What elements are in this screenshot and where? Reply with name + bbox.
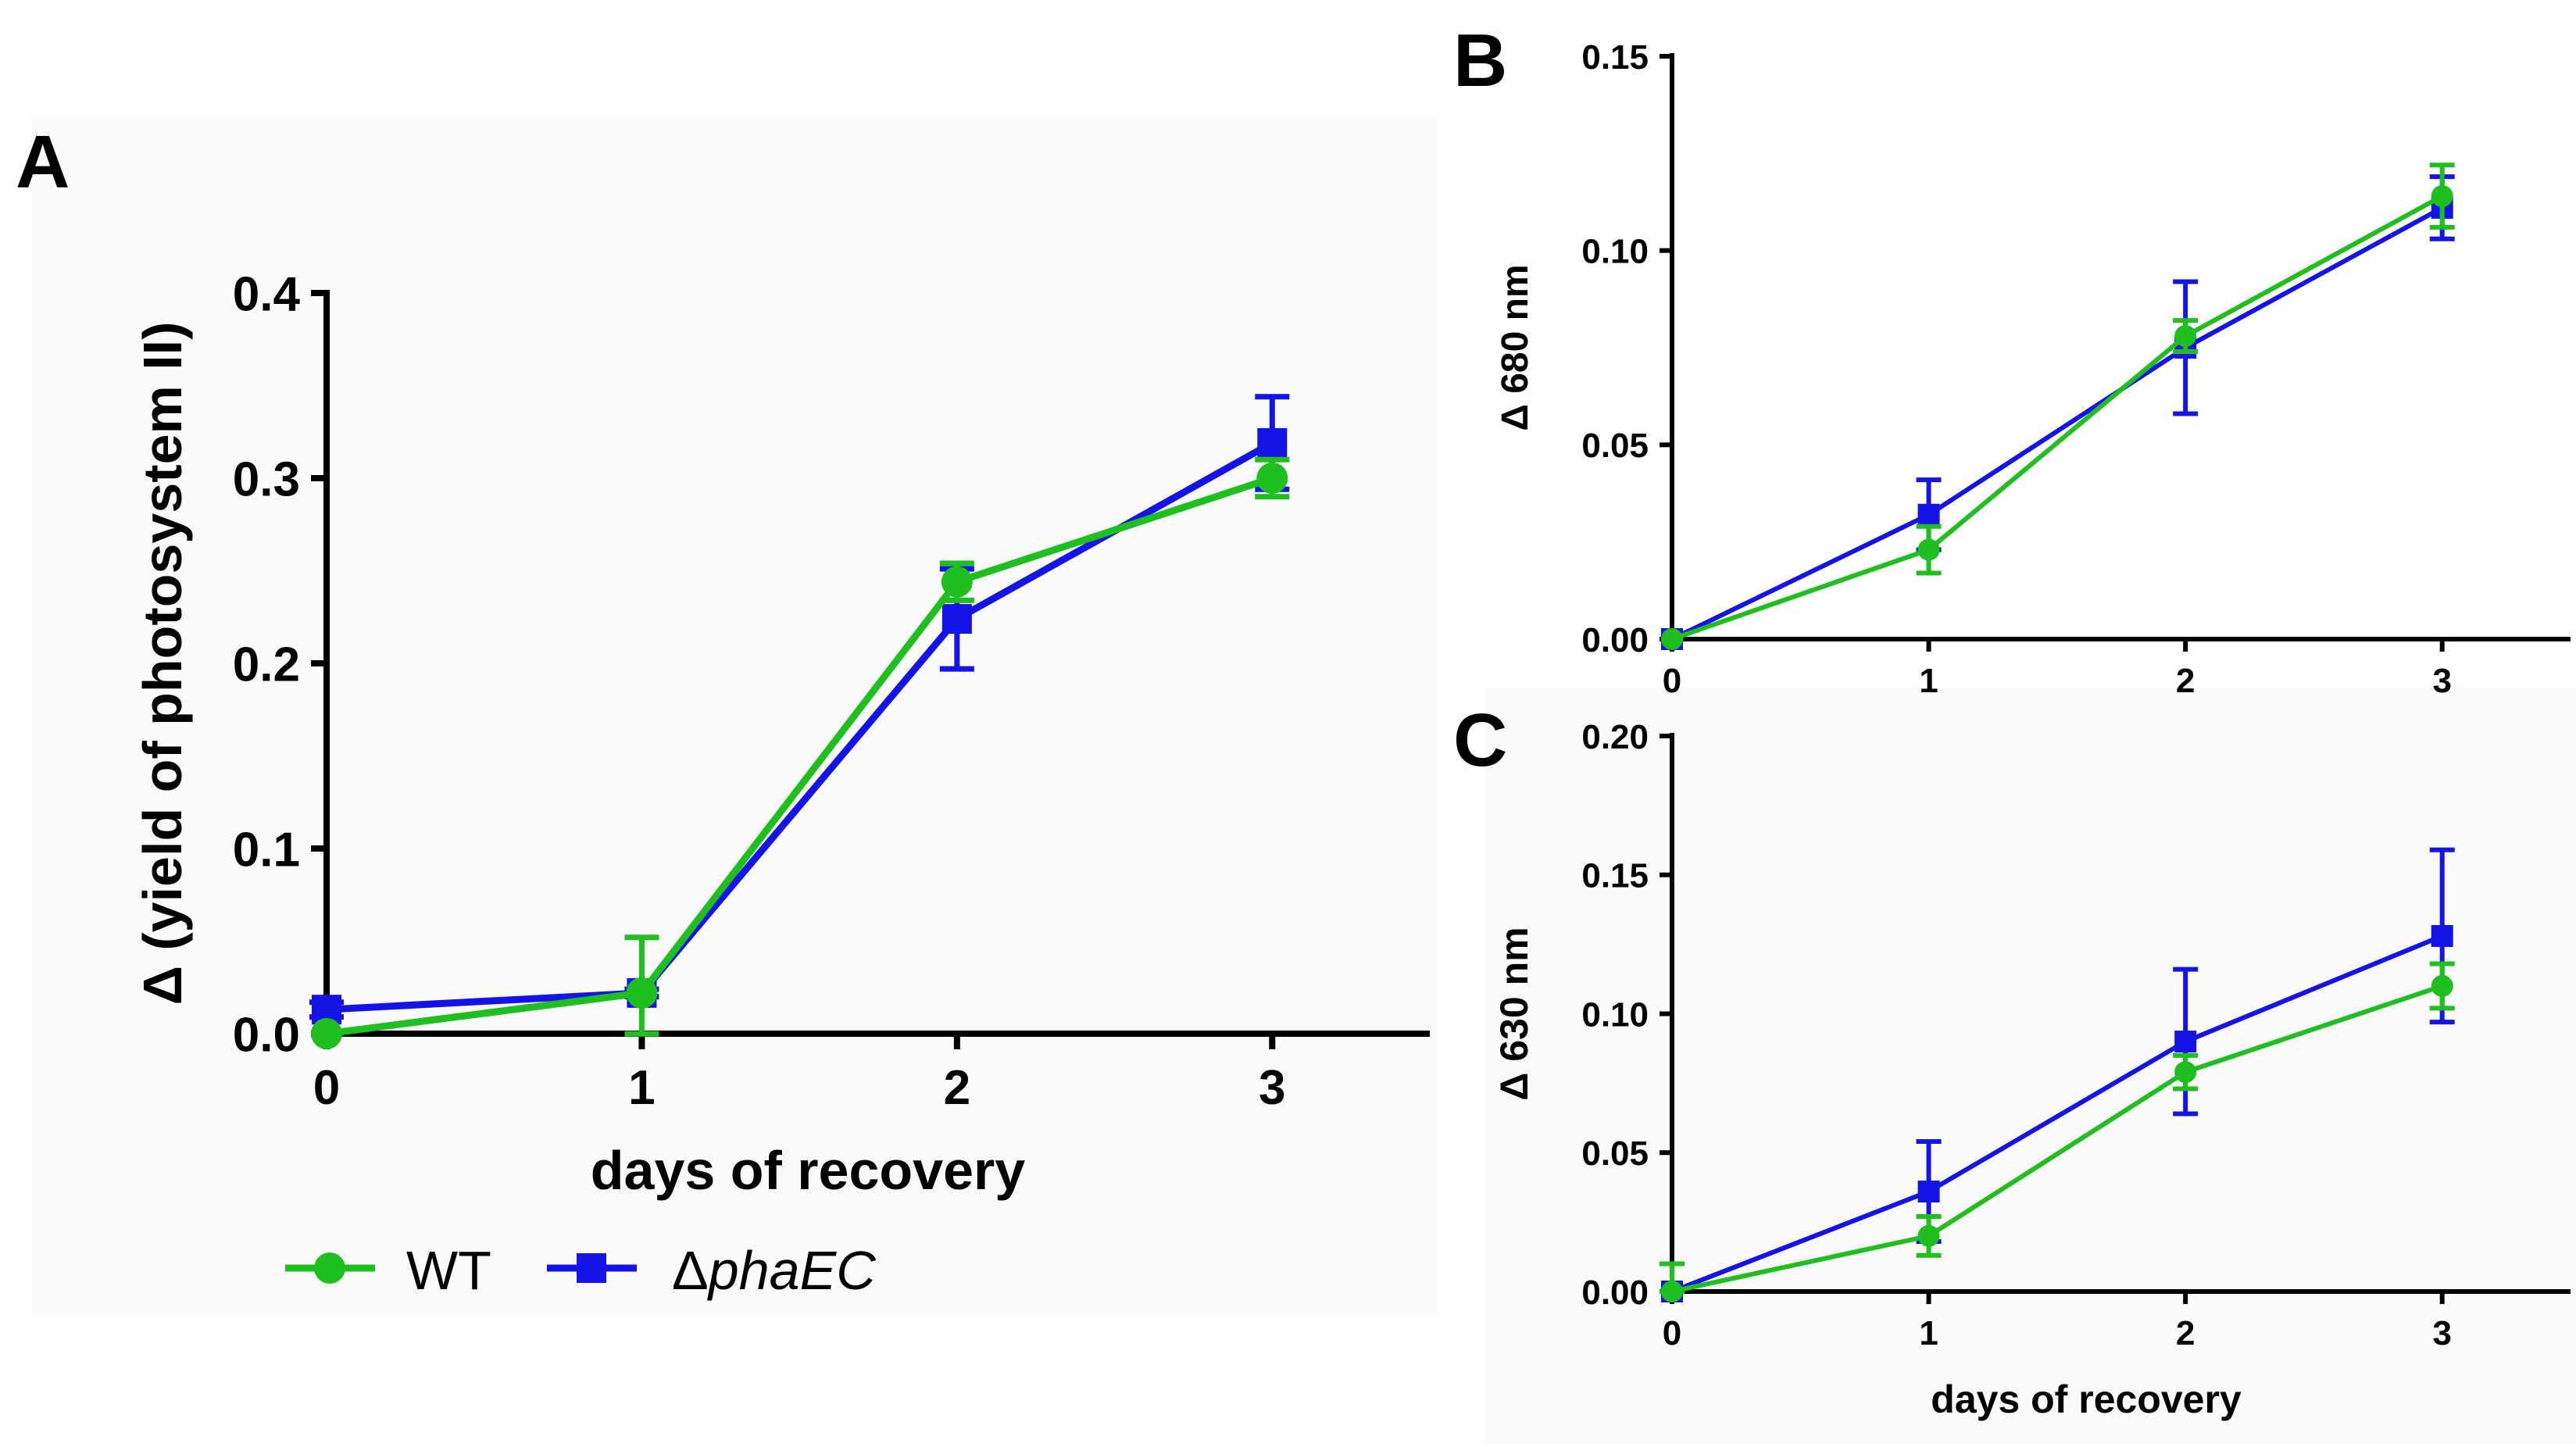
panel-b-x-tick-label: 0 [1663,662,1681,700]
panel-a-mutant-point [941,604,972,634]
panel-c-y-tick-label: 0.05 [1581,1134,1649,1173]
panel-a-wt-point [626,977,658,1009]
panel-c-x-axis-label: days of recovery [1931,1377,2242,1421]
panel-b-x-tick-label: 1 [1919,662,1938,700]
panel-b-x-tick-label: 2 [2176,662,2195,700]
panel-b-y-tick-label: 0.05 [1581,427,1649,465]
panel-a-x-axis-label: days of recovery [591,1140,1025,1201]
panel-a-plot: 0.0 0.1 0.2 0.3 0.4 0 1 2 3 days of recovery Δ (yi… [132,267,1430,1201]
panel-c-y-tick-label: 0.10 [1581,995,1649,1034]
panel-a-wt-point [1256,463,1288,494]
panel-b-wt-point [1917,538,1940,561]
panel-a-wt-point [311,1018,342,1049]
panel-c-mutant-point [2431,924,2453,947]
panel-c-wt-point [2431,974,2453,997]
panel-b-wt-series-line [1671,194,2444,641]
panel-c-mutant-point [2174,1031,2197,1053]
panel-b-wt-point [2431,185,2453,208]
panel-b-mutant-series-line [1670,205,2444,641]
panel-c-plot: 0.00 0.05 0.10 0.15 0.20 0 1 2 3 days of recovery… [1492,718,2571,1421]
panel-a-x-tick-label: 0 [313,1061,340,1115]
panel-c-mutant-point [1917,1181,1940,1203]
panel-c-background [1485,688,2576,1443]
panel-a-y-tick-label: 0.4 [233,267,301,321]
legend-wt-label: WT [406,1240,491,1301]
panel-b-mutant-point [1917,503,1940,526]
panel-b-y-axis-label: Δ 680 nm [1495,264,1536,431]
panel-a-y-axis-label: Δ (yield of photosystem II) [132,322,193,1006]
legend-mutant-marker [577,1253,606,1283]
panel-c-wt-series-line [1671,984,2443,1294]
panel-c-y-axis-label: Δ 630 nm [1492,927,1536,1100]
panel-c-x-tick-label: 1 [1919,1314,1938,1352]
panel-label-a: A [16,120,70,204]
legend-mutant-prefix: Δ [672,1240,709,1301]
panel-label-b: B [1453,19,1507,102]
legend-wt-marker [314,1252,345,1284]
panel-c-wt-point [2174,1061,2197,1084]
panel-a-y-tick-label: 0.3 [233,452,300,506]
legend-mutant-name: phaEC [707,1240,876,1301]
panel-label-c: C [1453,698,1507,782]
panel-a-y-tick-label: 0.2 [233,638,300,691]
panel-a-x-tick-label: 3 [1259,1061,1285,1115]
panel-b-wt-point [1661,628,1683,650]
panel-b-y-tick-label: 0.15 [1581,38,1649,77]
panel-c-y-tick-label: 0.20 [1581,718,1649,756]
panel-b-y-tick-label: 0.10 [1581,233,1649,271]
panel-b-wt-point [2174,325,2197,348]
panel-a-x-tick-label: 1 [628,1061,655,1115]
panel-b-y-tick-label: 0.00 [1581,621,1649,659]
panel-a-background [31,117,1438,1313]
panel-a-x-tick-label: 2 [944,1061,970,1115]
panel-b-x-tick-label: 3 [2432,662,2451,700]
panel-c-x-tick-label: 2 [2176,1314,2195,1352]
legend-mutant-label: ΔphaEC [672,1240,876,1301]
panel-a-wt-point [941,566,973,598]
panel-a-wt-series-line [326,474,1274,1038]
panel-b-plot: 0.00 0.05 0.10 0.15 0 1 2 3 Δ 680 nm [1495,38,2571,700]
panel-c-y-tick-label: 0.15 [1581,857,1649,895]
panel-a-y-tick-label: 0.1 [233,823,300,877]
panel-c-y-tick-label: 0.00 [1581,1274,1649,1312]
panel-c-x-tick-label: 0 [1663,1314,1681,1352]
legend: WT ΔphaEC [285,1240,876,1301]
panel-c-mutant-series-line [1670,934,2443,1294]
panel-c-x-tick-label: 3 [2432,1314,2451,1352]
panel-c-wt-point [1917,1224,1940,1247]
panel-c-wt-point [1661,1281,1683,1302]
panel-a-mutant-point [1257,427,1288,458]
panel-a-y-tick-label: 0.0 [233,1008,300,1062]
